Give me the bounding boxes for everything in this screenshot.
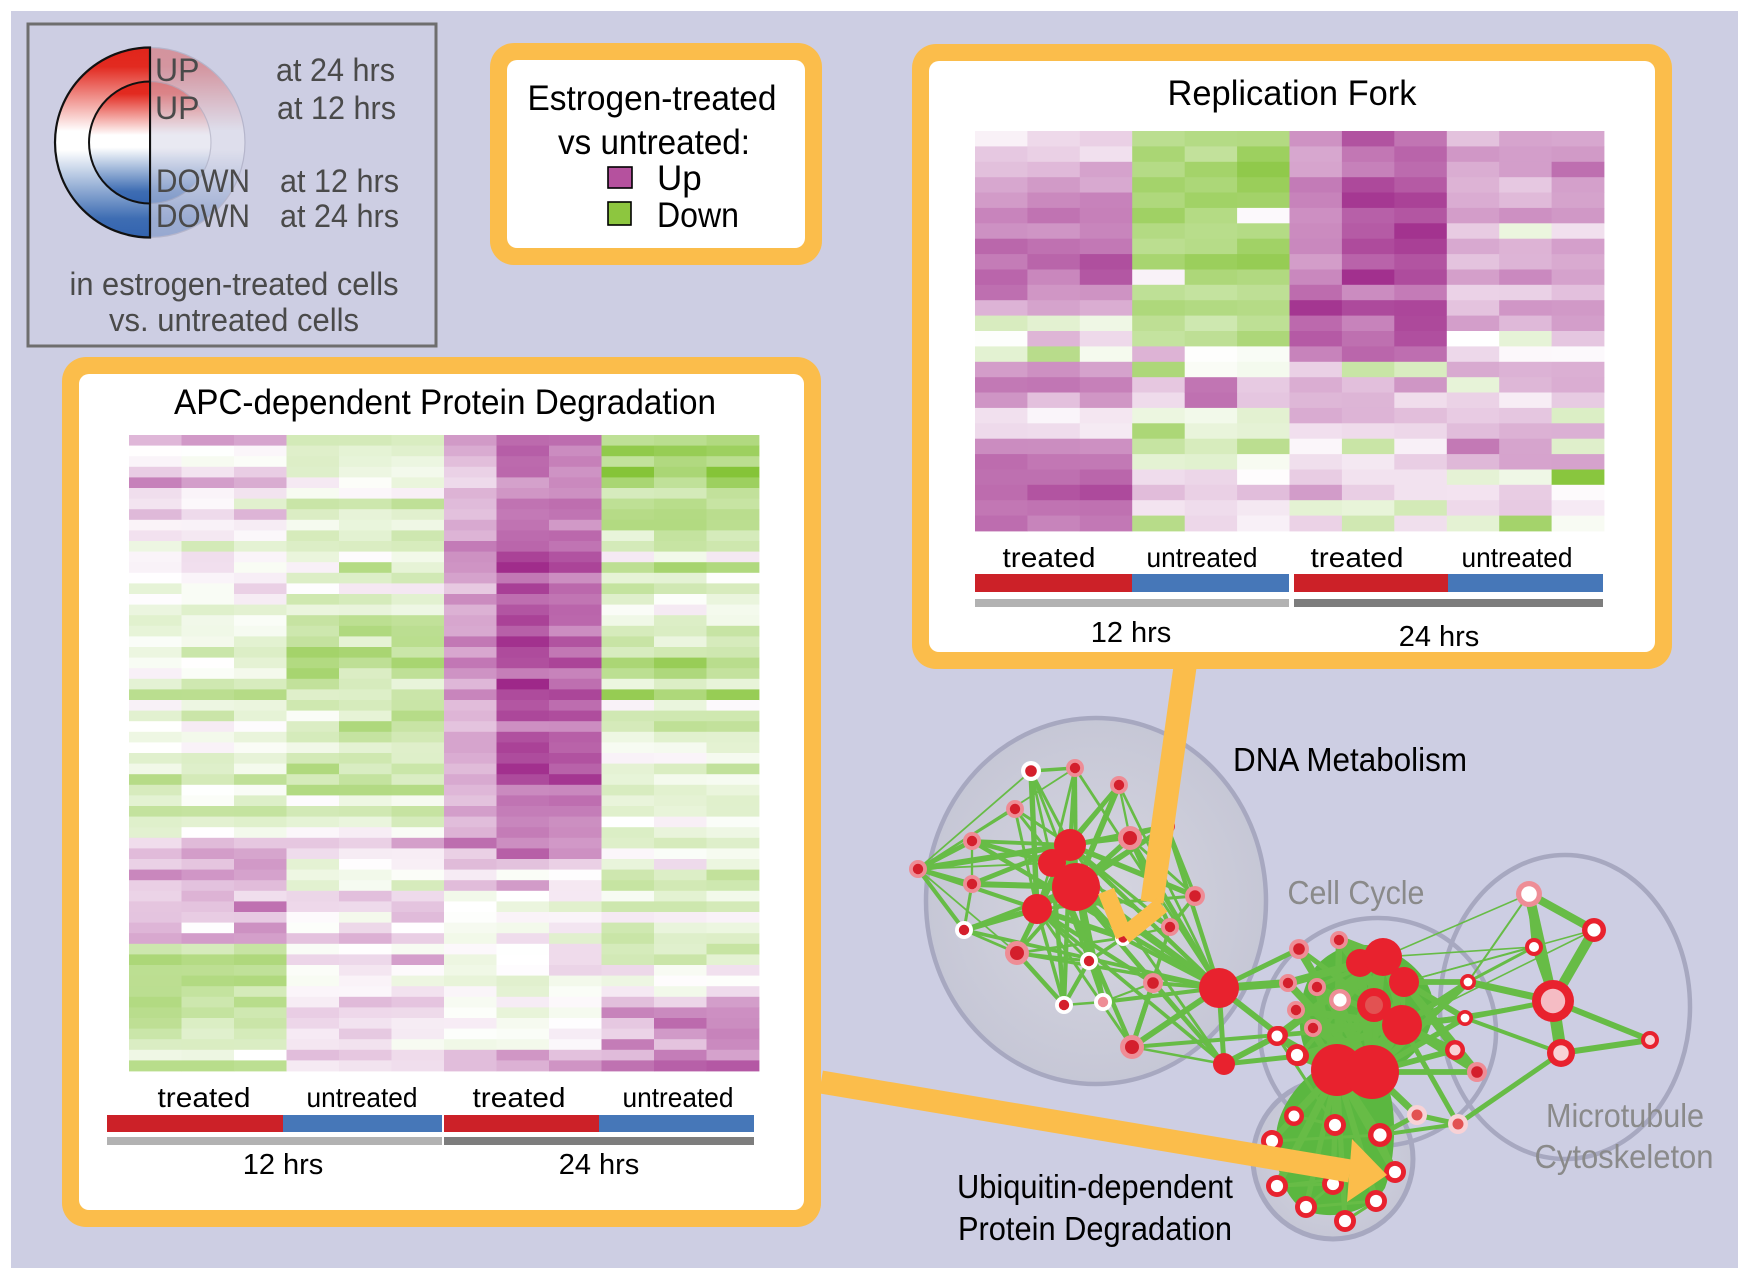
svg-text:Up: Up [657,159,702,198]
svg-text:treated: treated [1311,542,1404,573]
svg-text:DNA Metabolism: DNA Metabolism [1233,741,1467,778]
svg-text:Protein Degradation: Protein Degradation [958,1210,1232,1247]
svg-text:untreated: untreated [1462,542,1573,573]
svg-text:Replication Fork: Replication Fork [1168,74,1417,113]
svg-text:untreated: untreated [1147,542,1258,573]
svg-text:12 hrs: 12 hrs [1091,617,1172,649]
svg-text:in estrogen-treated cells: in estrogen-treated cells [70,266,399,302]
svg-text:Cell Cycle: Cell Cycle [1288,874,1425,911]
svg-text:treated: treated [1003,542,1096,573]
svg-text:24 hrs: 24 hrs [559,1149,640,1181]
svg-text:untreated: untreated [307,1082,418,1113]
svg-text:Ubiquitin-dependent: Ubiquitin-dependent [957,1168,1233,1205]
svg-text:at 12 hrs: at 12 hrs [280,163,399,199]
svg-text:Cytoskeleton: Cytoskeleton [1535,1138,1714,1175]
svg-text:untreated: untreated [623,1082,734,1113]
svg-text:DOWN: DOWN [156,198,250,234]
svg-text:at 12 hrs: at 12 hrs [277,90,396,126]
svg-text:UP: UP [155,52,199,88]
svg-text:at 24 hrs: at 24 hrs [276,52,395,88]
svg-text:treated: treated [473,1082,566,1113]
svg-text:vs untreated:: vs untreated: [558,123,750,162]
svg-text:Estrogen-treated: Estrogen-treated [528,79,777,118]
svg-text:Down: Down [657,196,739,235]
svg-text:24 hrs: 24 hrs [1399,621,1480,653]
svg-text:DOWN: DOWN [156,163,250,199]
svg-text:at 24 hrs: at 24 hrs [280,198,399,234]
svg-text:vs. untreated cells: vs. untreated cells [109,302,359,338]
svg-text:Microtubule: Microtubule [1546,1097,1704,1134]
svg-text:12 hrs: 12 hrs [243,1149,324,1181]
svg-text:treated: treated [158,1082,251,1113]
svg-text:UP: UP [155,90,199,126]
svg-text:APC-dependent Protein Degradat: APC-dependent Protein Degradation [174,383,716,422]
